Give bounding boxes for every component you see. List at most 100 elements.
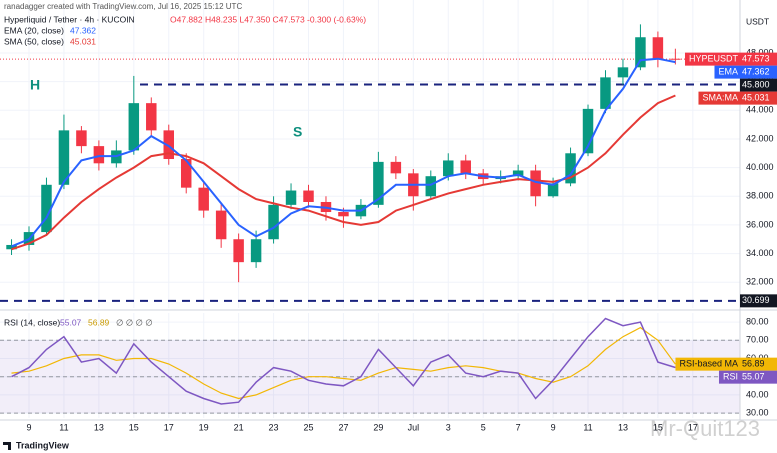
y-tick-label: 38.000 bbox=[746, 191, 774, 201]
candle-body bbox=[547, 183, 559, 197]
series-tag-label: EMA bbox=[718, 66, 738, 76]
candle-body bbox=[285, 190, 297, 205]
candle-body bbox=[233, 239, 244, 263]
x-tick-label: 15 bbox=[129, 422, 139, 432]
y-tick-label: 44.000 bbox=[746, 105, 774, 115]
price-tag-label: 30.699 bbox=[742, 295, 770, 305]
candle-body bbox=[268, 204, 279, 240]
x-tick-label: 5 bbox=[481, 422, 486, 432]
y2-tick-label: 80.00 bbox=[746, 316, 769, 326]
candle-body bbox=[530, 170, 541, 197]
rsi-ma-legend-value: 56.89 bbox=[88, 317, 110, 327]
candle-body bbox=[41, 184, 52, 233]
candle-body bbox=[443, 160, 454, 177]
series-tag bbox=[684, 52, 740, 66]
series-tag bbox=[698, 91, 740, 105]
candle-body bbox=[128, 103, 140, 151]
y2-tick-label: 40.00 bbox=[746, 389, 769, 399]
candle-body bbox=[303, 190, 314, 202]
ema-legend: EMA (20, close) bbox=[4, 25, 64, 35]
price-tag bbox=[740, 78, 777, 92]
price-tag bbox=[740, 370, 777, 384]
x-tick-label: Jul bbox=[408, 422, 420, 432]
y2-tick-label: 30.00 bbox=[746, 407, 769, 417]
candle-body bbox=[76, 130, 87, 147]
x-tick-label: 7 bbox=[516, 422, 521, 432]
rsi-line bbox=[11, 317, 676, 405]
price-tag-label: 45.800 bbox=[742, 79, 770, 89]
price-tag-label: 45.031 bbox=[742, 92, 770, 102]
sma-legend: SMA (50, close) bbox=[4, 36, 64, 46]
x-tick-label: 11 bbox=[59, 422, 68, 432]
price-tag-label: 47.362 bbox=[742, 66, 770, 76]
x-tick-label: 15 bbox=[653, 422, 663, 432]
price-tag bbox=[740, 52, 777, 66]
candle-body bbox=[617, 67, 629, 78]
sma-legend-value: 45.031 bbox=[70, 36, 96, 46]
candle-body bbox=[58, 130, 70, 185]
annotation-s: S bbox=[293, 124, 302, 140]
candle-body bbox=[670, 58, 681, 60]
candle-body bbox=[373, 161, 384, 205]
x-tick-label: 17 bbox=[164, 422, 174, 432]
rsi_ma-line bbox=[11, 326, 676, 400]
price-tag-label: 56.89 bbox=[742, 359, 765, 369]
x-tick-label: 29 bbox=[373, 422, 383, 432]
candle-body bbox=[146, 103, 157, 131]
rsi-legend: RSI (14, close) bbox=[4, 317, 60, 327]
x-tick-label: 13 bbox=[94, 422, 104, 432]
x-tick-label: 13 bbox=[618, 422, 628, 432]
x-tick-label: 23 bbox=[269, 422, 279, 432]
candle-body bbox=[93, 146, 105, 164]
candle-body bbox=[600, 77, 611, 109]
rsi-legend-value: 55.07 bbox=[60, 317, 82, 327]
candle-body bbox=[180, 159, 192, 188]
currency: USDT bbox=[746, 16, 769, 26]
candle-body bbox=[163, 130, 174, 160]
brand-logo bbox=[3, 442, 11, 450]
y-tick-label: 48.000 bbox=[746, 47, 774, 57]
y-tick-label: 34.000 bbox=[746, 248, 774, 258]
price-tag bbox=[740, 294, 777, 308]
series-tag-label: HYPEUSDT bbox=[689, 53, 739, 63]
ema-legend-value: 47.362 bbox=[70, 25, 96, 35]
x-tick-label: 17 bbox=[688, 422, 698, 432]
y-tick-label: 36.000 bbox=[746, 219, 774, 229]
price-tag bbox=[740, 91, 777, 105]
candle-body bbox=[635, 37, 646, 68]
x-tick-label: 11 bbox=[583, 422, 592, 432]
candle-body bbox=[512, 170, 524, 177]
x-tick-label: 3 bbox=[446, 422, 451, 432]
series-tag bbox=[714, 65, 740, 79]
annotation-h: H bbox=[30, 77, 40, 93]
price-tag bbox=[740, 65, 777, 79]
series-tag bbox=[675, 357, 740, 371]
rsi-empty-values: ∅ ∅ ∅ ∅ bbox=[116, 317, 153, 327]
candle-body bbox=[425, 176, 437, 197]
x-tick-label: 9 bbox=[26, 422, 31, 432]
y-tick-label: 40.000 bbox=[746, 162, 774, 172]
x-tick-label: 21 bbox=[234, 422, 244, 432]
candle-body bbox=[215, 210, 227, 240]
price-tag-label: 47.573 bbox=[742, 53, 770, 63]
y2-tick-label: 70.00 bbox=[746, 335, 769, 345]
candle-body bbox=[460, 160, 471, 174]
ohlc: O47.882 H48.235 L47.350 C47.573 -0.300 (… bbox=[170, 14, 366, 24]
series-tag-label: RSI bbox=[723, 372, 738, 382]
symbol: Hyperliquid / Tether · 4h · KUCOIN bbox=[4, 14, 135, 24]
x-tick-label: 27 bbox=[338, 422, 348, 432]
watermark: Mr-Quit123 bbox=[650, 416, 760, 441]
candle-body bbox=[565, 153, 576, 184]
candle-body bbox=[390, 161, 402, 174]
candle-body bbox=[250, 239, 262, 263]
marks bbox=[0, 24, 740, 405]
series-tag-label: RSI-based MA bbox=[679, 359, 738, 369]
series-tag-label: SMA:MA bbox=[702, 92, 738, 102]
y-tick-label: 32.000 bbox=[746, 277, 774, 287]
credit: ranadagger created with TradingView.com,… bbox=[4, 2, 242, 11]
candle-body bbox=[582, 108, 594, 154]
x-tick-label: 19 bbox=[199, 422, 209, 432]
price-tag bbox=[740, 357, 777, 371]
